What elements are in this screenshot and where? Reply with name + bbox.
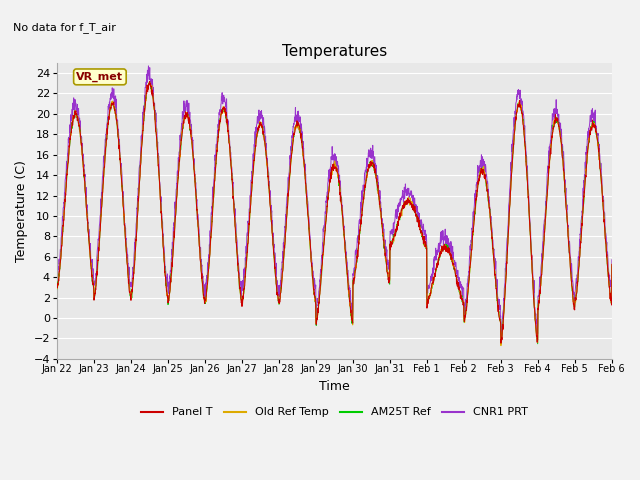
Title: Temperatures: Temperatures — [282, 44, 387, 59]
Y-axis label: Temperature (C): Temperature (C) — [15, 160, 28, 262]
Legend: Panel T, Old Ref Temp, AM25T Ref, CNR1 PRT: Panel T, Old Ref Temp, AM25T Ref, CNR1 P… — [136, 403, 532, 422]
Text: VR_met: VR_met — [76, 72, 124, 82]
X-axis label: Time: Time — [319, 380, 349, 393]
Text: No data for f_T_air: No data for f_T_air — [13, 23, 115, 33]
